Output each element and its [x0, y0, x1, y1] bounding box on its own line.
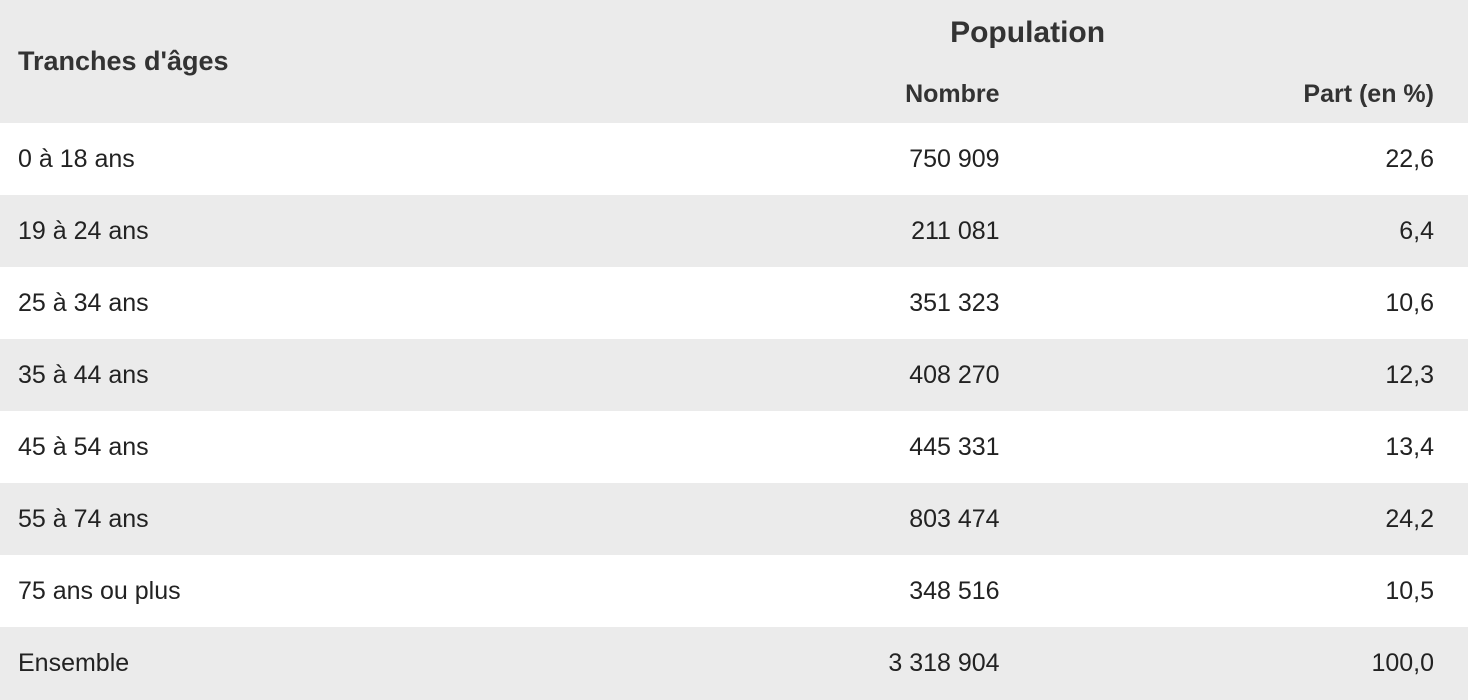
cell-nombre: 408 270 [587, 339, 1027, 411]
population-by-age-table: Tranches d'âges Population Nombre Part (… [0, 0, 1468, 700]
cell-label: 25 à 34 ans [0, 267, 587, 339]
row-header-label: Tranches d'âges [0, 0, 587, 123]
table-header-row-top: Tranches d'âges Population [0, 0, 1468, 65]
cell-nombre: 348 516 [587, 555, 1027, 627]
cell-label: 55 à 74 ans [0, 483, 587, 555]
cell-nombre: 803 474 [587, 483, 1027, 555]
table-row: 35 à 44 ans 408 270 12,3 [0, 339, 1468, 411]
table-row: 25 à 34 ans 351 323 10,6 [0, 267, 1468, 339]
cell-part: 12,3 [1028, 339, 1468, 411]
table-row: 0 à 18 ans 750 909 22,6 [0, 123, 1468, 195]
cell-part: 10,6 [1028, 267, 1468, 339]
cell-nombre: 211 081 [587, 195, 1027, 267]
table-row: 55 à 74 ans 803 474 24,2 [0, 483, 1468, 555]
cell-nombre: 750 909 [587, 123, 1027, 195]
cell-label: 75 ans ou plus [0, 555, 587, 627]
table-row: 45 à 54 ans 445 331 13,4 [0, 411, 1468, 483]
cell-part: 6,4 [1028, 195, 1468, 267]
cell-nombre: 3 318 904 [587, 627, 1027, 699]
cell-nombre: 351 323 [587, 267, 1027, 339]
cell-part: 100,0 [1028, 627, 1468, 699]
cell-label: Ensemble [0, 627, 587, 699]
group-header-population: Population [587, 0, 1468, 65]
cell-part: 24,2 [1028, 483, 1468, 555]
cell-nombre: 445 331 [587, 411, 1027, 483]
column-header-part: Part (en %) [1028, 65, 1468, 123]
cell-label: 0 à 18 ans [0, 123, 587, 195]
cell-part: 13,4 [1028, 411, 1468, 483]
cell-label: 35 à 44 ans [0, 339, 587, 411]
cell-label: 45 à 54 ans [0, 411, 587, 483]
table-row: Ensemble 3 318 904 100,0 [0, 627, 1468, 699]
table-row: 19 à 24 ans 211 081 6,4 [0, 195, 1468, 267]
cell-part: 22,6 [1028, 123, 1468, 195]
cell-label: 19 à 24 ans [0, 195, 587, 267]
column-header-nombre: Nombre [587, 65, 1027, 123]
data-table: Tranches d'âges Population Nombre Part (… [0, 0, 1468, 699]
cell-part: 10,5 [1028, 555, 1468, 627]
table-row: 75 ans ou plus 348 516 10,5 [0, 555, 1468, 627]
